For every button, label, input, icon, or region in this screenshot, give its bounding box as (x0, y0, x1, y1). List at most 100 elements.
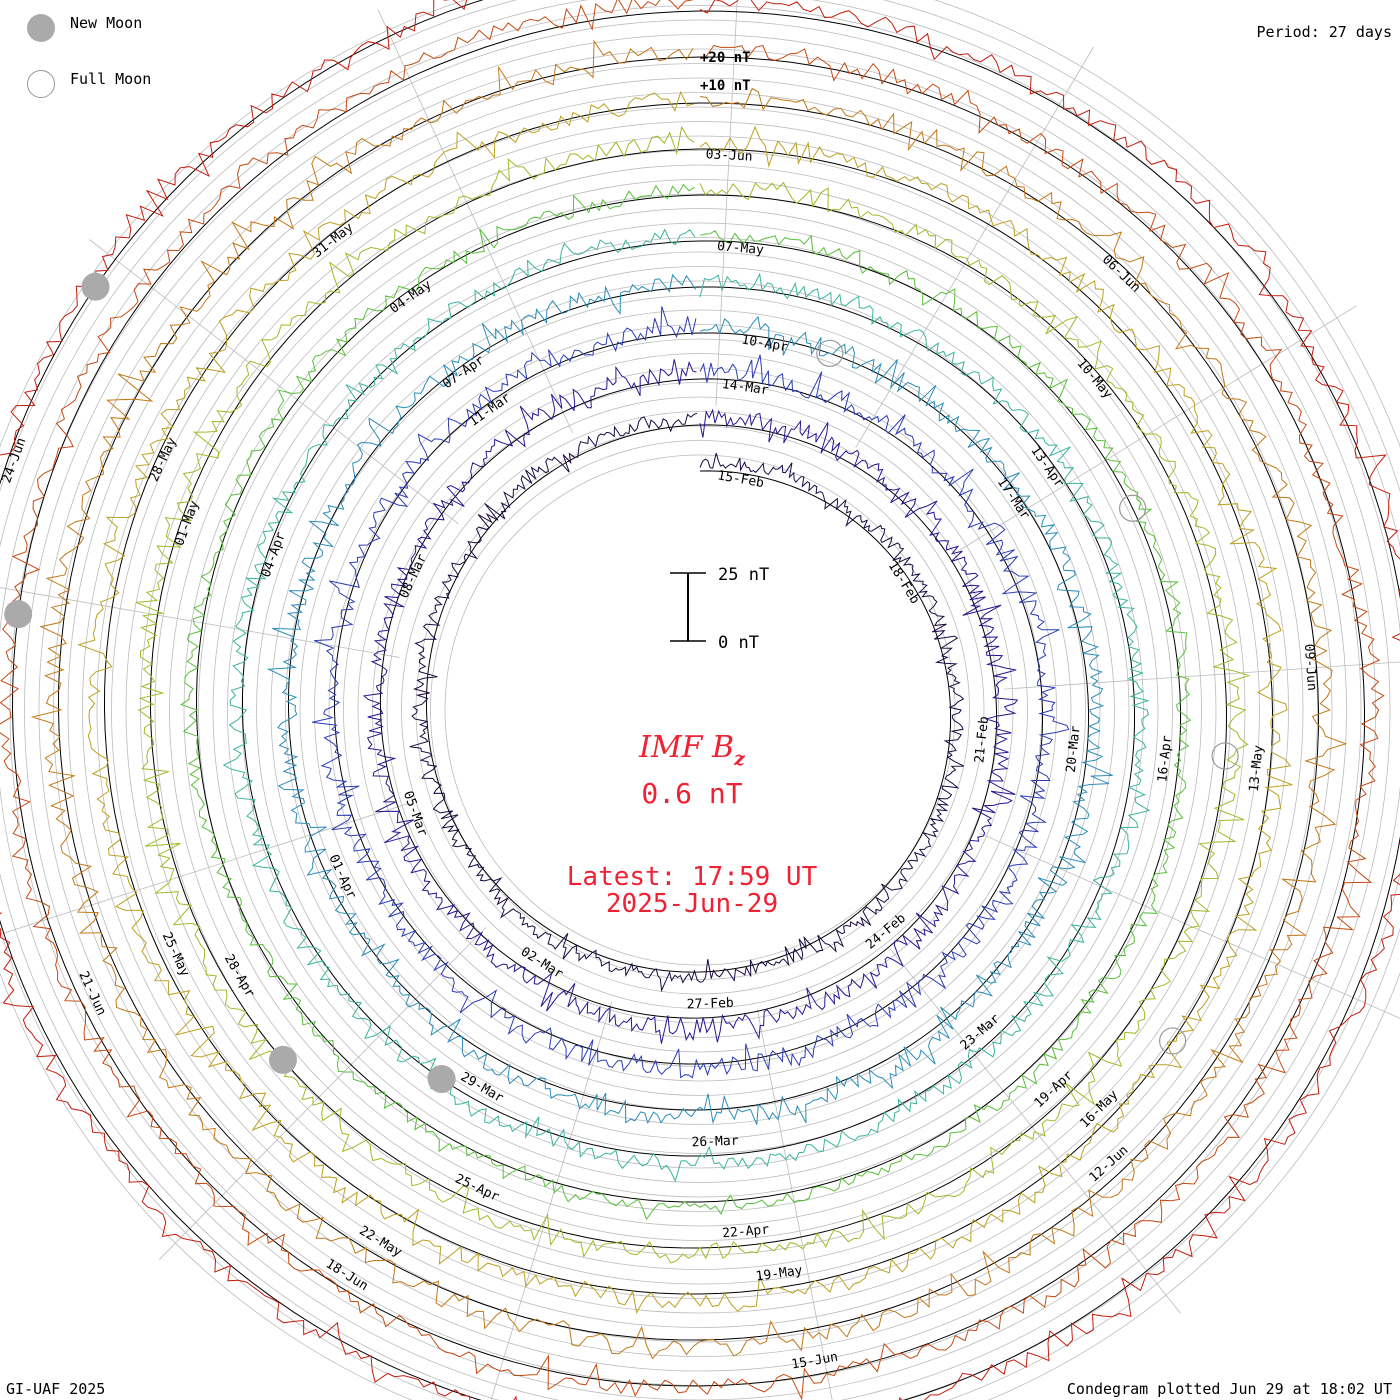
full-moon-marker (816, 339, 844, 367)
date-label: 24-Jun (0, 436, 29, 485)
grid-spoke (959, 305, 1357, 551)
baseline-31-Jan (425, 424, 952, 973)
date-label: 19-May (755, 1263, 804, 1284)
new-moon-marker (427, 1065, 456, 1094)
grid-ring (53, 63, 1347, 1357)
grid-ring (299, 309, 1101, 1111)
date-label: 02-Mar (518, 944, 566, 982)
new-moon-marker (268, 1045, 297, 1074)
date-label: 09-Jun (1301, 643, 1319, 691)
grid-ring (140, 150, 1260, 1270)
grid-ring (444, 454, 956, 966)
baseline-08-Aug (103, 102, 1274, 1295)
date-label: 20-Mar (1064, 725, 1084, 773)
baseline-22-Apr (288, 286, 1089, 1111)
grid-ring (198, 208, 1202, 1212)
date-label: 07-May (716, 239, 764, 258)
scale-label-20: +20 nT (700, 50, 751, 66)
chart-title-main: IMF B (638, 730, 734, 765)
baseline-15-Jun (195, 194, 1181, 1203)
trace-rotation-6 (180, 183, 1192, 1221)
grid-spoke (490, 1001, 612, 1400)
grid-ring (169, 179, 1231, 1241)
date-label: 25-May (159, 930, 193, 979)
full-moon-marker (1211, 742, 1239, 770)
moon-markers (4, 272, 1239, 1094)
new-moon-marker (4, 600, 33, 629)
grid-ring (343, 353, 1057, 1067)
date-label: 13-May (1247, 744, 1267, 792)
baseline-19-May (242, 240, 1135, 1157)
grid-spoke (855, 46, 1094, 448)
grid-ring (372, 382, 1028, 1038)
footer-plotted: Condegram plotted Jun 29 at 18:02 UT (1066, 1380, 1392, 1398)
trace-rotation-1 (409, 412, 965, 993)
date-label: 15-Feb (716, 468, 765, 491)
trace-rotation-7 (135, 125, 1251, 1264)
legend-new-moon-label: New Moon (70, 14, 143, 32)
date-label: 10-May (1074, 356, 1116, 402)
grid-ring (67, 77, 1333, 1343)
date-label: 27-Feb (687, 996, 735, 1013)
date-label: 23-Mar (958, 1011, 1003, 1053)
date-label: 22-Apr (722, 1222, 770, 1241)
footer-credit: GI-UAF 2025 (6, 1380, 106, 1398)
date-label: 15-Jun (790, 1350, 839, 1373)
baseline-26-Mar (334, 332, 1043, 1065)
scale-bar-bottom-label: 0 nT (718, 633, 759, 653)
grid-ring (314, 324, 1086, 1096)
grid-spoke (889, 948, 1181, 1314)
baseline-04-Sep (57, 56, 1320, 1341)
full-moon-marker (1159, 1027, 1187, 1055)
grid-ring (386, 396, 1014, 1024)
date-label: 01-Apr (325, 852, 359, 901)
trace-rotation-2 (362, 359, 1019, 1044)
scale-bar-top-label: 25 nT (718, 565, 769, 585)
grid-ring (430, 440, 970, 980)
scale-bar: 25 nT 0 nT (670, 565, 769, 653)
grid-ring (111, 121, 1289, 1299)
trace-rotation-5 (222, 228, 1151, 1183)
latest-date: 2025-Jun-29 (606, 889, 778, 919)
date-label: 26-Mar (691, 1134, 739, 1151)
date-label: 18-Feb (885, 559, 923, 607)
grid-ring (401, 411, 999, 1009)
chart-title-sub: z (733, 748, 746, 770)
grid-spoke (89, 239, 459, 525)
baseline-27-Feb (379, 378, 998, 1019)
grid-ring (9, 19, 1391, 1400)
new-moon-icon (27, 14, 55, 42)
scale-label-10: +10 nT (700, 78, 751, 94)
grid-ring (96, 106, 1304, 1314)
grid-ring (256, 266, 1144, 1154)
grid-spoke (756, 1009, 833, 1400)
grid-ring (328, 338, 1072, 1082)
full-moon-marker (1118, 494, 1147, 522)
date-label: 21-Feb (972, 715, 992, 763)
grid-ring (212, 222, 1188, 1198)
grid-spoke (1004, 661, 1400, 690)
grid-ring (38, 48, 1362, 1372)
grid-ring (183, 193, 1217, 1227)
chart-title: IMF Bz (638, 730, 746, 770)
grid-ring (125, 135, 1275, 1285)
current-value: 0.6 nT (641, 777, 742, 810)
latest-time: Latest: 17:59 UT (567, 862, 818, 892)
trace-rotation-9 (30, 39, 1348, 1360)
new-moon-marker (81, 272, 110, 301)
date-label: 03-Jun (705, 147, 753, 164)
date-label: 01-May (172, 499, 202, 548)
trace-rotation-8 (77, 90, 1293, 1315)
grid-spoke (715, 0, 738, 406)
trace-rotation-3 (311, 306, 1070, 1079)
period-label: Period: 27 days (1256, 23, 1392, 41)
